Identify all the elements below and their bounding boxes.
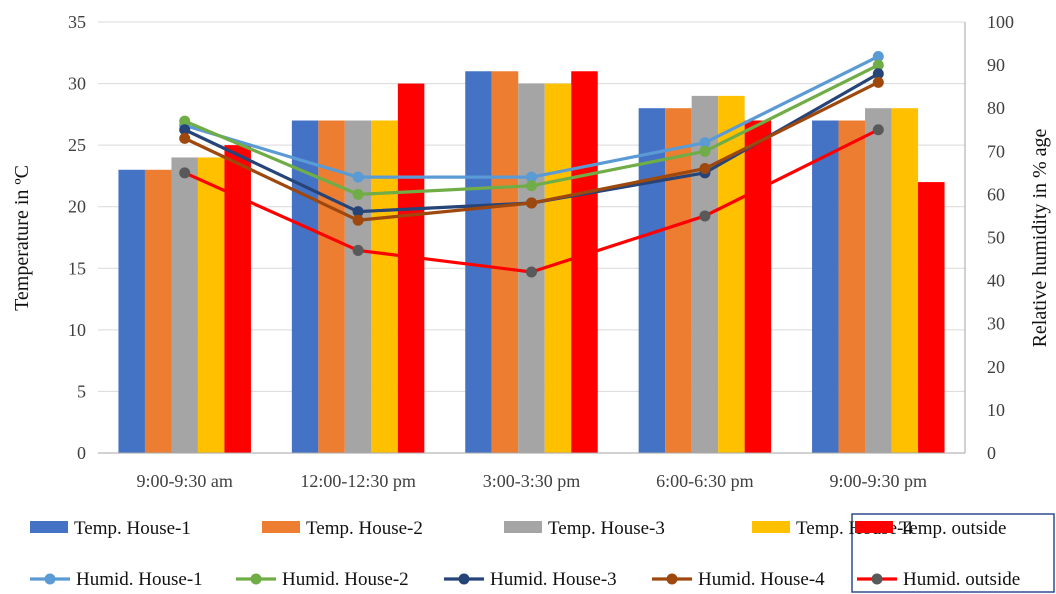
y-left-tick-label: 30 — [68, 74, 86, 94]
legend-label: Temp. House-4 — [796, 518, 913, 539]
data-point — [352, 188, 364, 200]
bar — [197, 157, 225, 453]
data-point — [699, 210, 711, 222]
y-right-axis-title: Relative humidity in % age — [1029, 128, 1051, 347]
legend-marker — [458, 573, 470, 585]
bar — [465, 71, 492, 453]
legend-marker — [871, 573, 883, 585]
y-left-tick-label: 5 — [77, 381, 86, 401]
legend-label: Humid. House-2 — [282, 569, 409, 590]
bar — [571, 71, 598, 453]
data-point — [699, 145, 711, 157]
legend-swatch — [30, 521, 68, 533]
legend-label: Humid. House-1 — [76, 569, 203, 590]
y-right-tick-label: 60 — [987, 184, 1005, 204]
data-point — [179, 124, 191, 136]
data-point — [352, 171, 364, 183]
legend-marker — [250, 573, 262, 585]
bar — [491, 71, 519, 453]
y-right-tick-label: 80 — [987, 98, 1005, 118]
data-point — [179, 132, 191, 144]
bar — [118, 169, 145, 453]
y-right-tick-label: 0 — [987, 443, 996, 463]
legend-marker — [44, 573, 56, 585]
bar — [744, 120, 772, 453]
data-point — [526, 197, 537, 209]
bar — [344, 120, 372, 453]
legend-swatch — [855, 521, 893, 533]
bars — [118, 71, 945, 454]
y-right-tick-label: 40 — [987, 271, 1005, 291]
legend-label: Temp. House-1 — [74, 518, 191, 539]
axes: 0 5 10 15 20 25 30 35 0 10 20 30 40 50 60 70 80 90 100 9:00… — [68, 12, 1014, 491]
data-point — [872, 50, 884, 62]
y-right-tick-label: 30 — [987, 314, 1005, 334]
bar — [171, 157, 198, 453]
y-left-tick-label: 35 — [68, 12, 86, 32]
data-point — [352, 206, 364, 218]
y-right-tick-label: 70 — [987, 141, 1005, 161]
bar — [891, 108, 919, 453]
y-left-tick-label: 25 — [68, 135, 86, 155]
data-point — [526, 171, 537, 183]
x-tick-label: 9:00-9:30 pm — [830, 471, 928, 491]
legend-highlight-box — [851, 513, 1055, 593]
bar — [144, 169, 172, 453]
data-point — [872, 76, 884, 88]
data-point — [179, 115, 191, 127]
legend-label: Temp. outside — [899, 518, 1006, 539]
y-left-tick-label: 20 — [68, 197, 86, 217]
y-right-tick-label: 50 — [987, 228, 1005, 248]
x-tick-label: 3:00-3:30 pm — [483, 471, 581, 491]
bar — [918, 182, 945, 454]
legend-marker — [666, 573, 678, 585]
legend-label: Temp. House-2 — [306, 518, 423, 539]
legend-swatch — [262, 521, 300, 533]
legend: Temp. House-1 Temp. House-2 Temp. House-3 T… — [30, 518, 1020, 590]
y-left-tick-label: 0 — [77, 443, 86, 463]
legend-label: Humid. House-4 — [698, 569, 825, 590]
bar — [865, 108, 892, 453]
data-point — [699, 137, 711, 149]
data-point — [352, 244, 364, 256]
legend-label: Humid. outside — [903, 569, 1020, 590]
x-tick-label: 6:00-6:30 pm — [656, 471, 754, 491]
y-right-tick-label: 20 — [987, 357, 1005, 377]
data-point — [872, 59, 884, 71]
y-right-tick-label: 90 — [987, 55, 1005, 75]
bar — [638, 108, 666, 453]
x-tick-label: 12:00-12:30 pm — [300, 471, 416, 491]
data-point — [352, 214, 364, 226]
humidity-lines — [179, 50, 884, 278]
y-right-tick-label: 100 — [987, 12, 1014, 32]
data-point — [872, 68, 884, 80]
bar — [665, 108, 692, 453]
y-left-tick-label: 15 — [68, 258, 86, 278]
legend-label: Humid. House-3 — [490, 569, 617, 590]
data-point — [526, 266, 537, 278]
bar — [838, 120, 866, 453]
data-point — [872, 124, 884, 136]
x-tick-label: 9:00-9:30 am — [136, 471, 233, 491]
data-point — [179, 167, 191, 179]
y-right-tick-label: 10 — [987, 400, 1005, 420]
legend-label: Temp. House-3 — [548, 518, 665, 539]
bar — [371, 120, 398, 453]
data-point — [699, 163, 711, 175]
y-left-tick-label: 10 — [68, 320, 86, 340]
bar — [544, 83, 572, 454]
bar — [397, 83, 425, 454]
legend-swatch — [752, 521, 790, 533]
bar — [812, 120, 839, 453]
legend-swatch — [504, 521, 542, 533]
bar — [318, 120, 345, 453]
data-point — [526, 180, 537, 192]
y-left-axis-title: Temperature in ºC — [11, 165, 33, 311]
